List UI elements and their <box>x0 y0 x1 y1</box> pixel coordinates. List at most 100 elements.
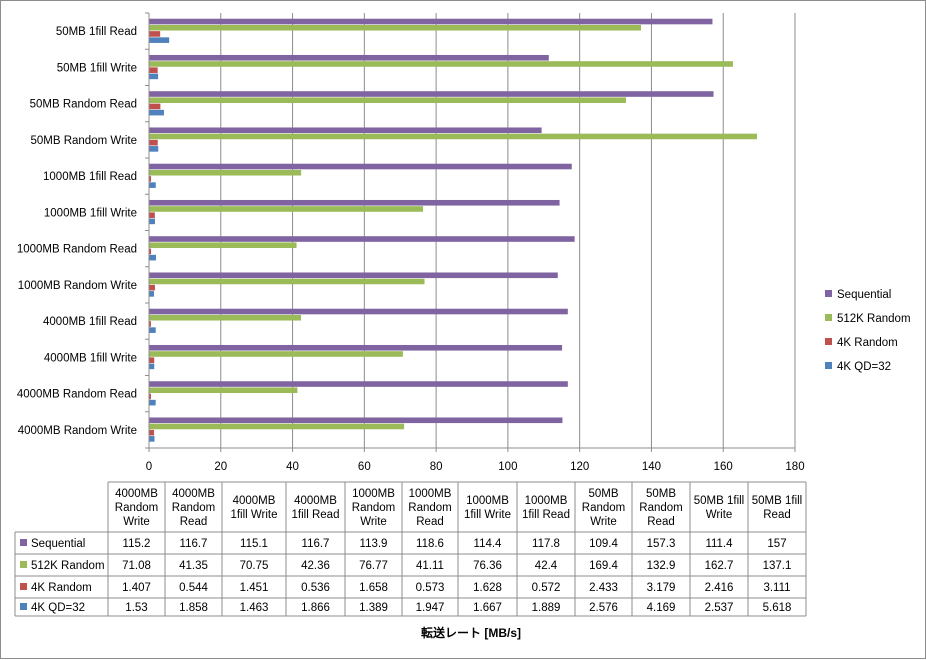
data-table: 4000MB Random Write 4000MB Random Read 4000MB 1… <box>14 481 807 617</box>
table-cell: 1.858 <box>179 602 208 614</box>
table-header: 50MB 1fill <box>752 495 803 507</box>
table-header: Read <box>416 516 444 528</box>
legend-swatch <box>825 290 832 297</box>
bar-sequential <box>149 308 568 315</box>
table-header: 4000MB <box>172 488 215 500</box>
bar-sequential <box>149 272 558 279</box>
category-label: 4000MB 1fill Write <box>44 352 137 364</box>
table-cell: 71.08 <box>122 560 151 572</box>
table-cell: 3.179 <box>647 582 676 594</box>
bar-sequential <box>149 163 572 170</box>
bar-sequential <box>149 91 714 97</box>
table-cell: 1.866 <box>301 602 330 614</box>
legend-label: Sequential <box>837 289 891 301</box>
table-header: Random <box>408 502 451 514</box>
table-header: 1000MB <box>466 495 509 507</box>
table-header: Random <box>172 502 215 514</box>
bar-4k-qd-32 <box>149 291 154 297</box>
table-swatch <box>20 561 27 568</box>
table-cell: 114.4 <box>474 538 503 550</box>
bar-4k-qd-32 <box>149 363 155 370</box>
table-cell: 0.573 <box>416 582 445 594</box>
bars <box>149 18 757 442</box>
bar-4k-random <box>149 31 161 37</box>
table-cell: 1.658 <box>359 582 388 594</box>
bar-4k-random <box>149 393 151 400</box>
category-labels: 4000MB Random Write 4000MB Random Read 400… <box>17 26 137 437</box>
legend-swatch <box>825 362 832 369</box>
table-cell: 115.2 <box>123 538 151 550</box>
table-header: 1fill Read <box>522 509 570 521</box>
category-label: 1000MB Random Read <box>17 244 137 256</box>
table-cell: 76.77 <box>359 560 388 572</box>
x-tick-label: 0 <box>146 461 152 473</box>
table-cell: 1.407 <box>122 582 151 594</box>
bar-sequential <box>149 236 575 242</box>
table-cell: 1.451 <box>240 582 269 594</box>
table-header: 1000MB <box>352 488 395 500</box>
table-cell: 5.618 <box>763 602 792 614</box>
bar-4k-random <box>149 321 151 327</box>
table-cell: 116.7 <box>302 538 330 550</box>
x-tick-label: 140 <box>642 461 661 473</box>
table-cell: 2.416 <box>705 582 734 594</box>
table-cell: 4.169 <box>647 602 676 614</box>
table-cell: 132.9 <box>647 560 676 572</box>
table-cell: 0.536 <box>301 582 330 594</box>
bar-sequential <box>149 344 563 351</box>
bar-4k-random <box>149 176 152 182</box>
bar-512k-random <box>149 61 733 67</box>
category-label: 50MB 1fill Write <box>57 62 137 74</box>
table-cell: 2.576 <box>589 602 618 614</box>
bar-4k-random <box>149 248 152 255</box>
table-cell: 1.53 <box>125 602 147 614</box>
bar-512k-random <box>149 97 626 104</box>
table-cell: 41.35 <box>179 560 208 572</box>
bar-512k-random <box>149 314 302 321</box>
table-cell: 137.1 <box>763 560 792 572</box>
table-cell: 109.4 <box>589 538 618 550</box>
category-label: 4000MB 1fill Read <box>43 316 137 328</box>
bar-4k-random <box>149 67 158 73</box>
table-cell: 0.572 <box>532 582 561 594</box>
table-header: Write <box>123 516 150 528</box>
x-tick-label: 120 <box>570 461 589 473</box>
table-cell: 111.4 <box>705 538 733 550</box>
table-cell: 0.544 <box>179 582 208 594</box>
legend-label: 4K Random <box>837 337 898 349</box>
legend-label: 4K QD=32 <box>837 361 891 373</box>
table-header: 1000MB <box>525 495 568 507</box>
table-cell: 1.667 <box>473 602 502 614</box>
bar-4k-qd-32 <box>149 399 156 406</box>
table-header: Write <box>360 516 387 528</box>
bar-4k-qd-32 <box>149 327 156 333</box>
x-tick-label: 160 <box>714 461 733 473</box>
bar-4k-qd-32 <box>149 182 156 188</box>
bar-4k-qd-32 <box>149 73 159 80</box>
bar-4k-qd-32 <box>149 436 155 442</box>
bar-512k-random <box>149 169 302 176</box>
table-header: Random <box>115 502 158 514</box>
bar-4k-qd-32 <box>149 254 156 261</box>
table-header: 4000MB <box>233 495 276 507</box>
table-series-name: Sequential <box>31 538 85 550</box>
table-cell: 118.6 <box>416 538 444 550</box>
bar-4k-qd-32 <box>149 109 164 116</box>
table-cell: 1.889 <box>532 602 561 614</box>
bar-4k-qd-32 <box>149 146 159 152</box>
bar-4k-random <box>149 429 155 436</box>
bar-4k-qd-32 <box>149 37 170 43</box>
table-header: 50MB 1fill <box>694 495 745 507</box>
table-cell: 169.4 <box>589 560 618 572</box>
table-cell: 2.433 <box>589 582 618 594</box>
axes: 0 20 40 60 80 100 120 140 160 180 <box>145 12 805 473</box>
table-header: 1000MB <box>409 488 452 500</box>
x-tick-label: 100 <box>498 461 517 473</box>
x-tick-label: 80 <box>430 461 443 473</box>
bar-sequential <box>149 199 560 206</box>
table-cell: 1.389 <box>359 602 388 614</box>
table-cell: 2.537 <box>705 602 734 614</box>
legend-swatch <box>825 314 832 321</box>
category-label: 1000MB 1fill Write <box>44 207 137 219</box>
